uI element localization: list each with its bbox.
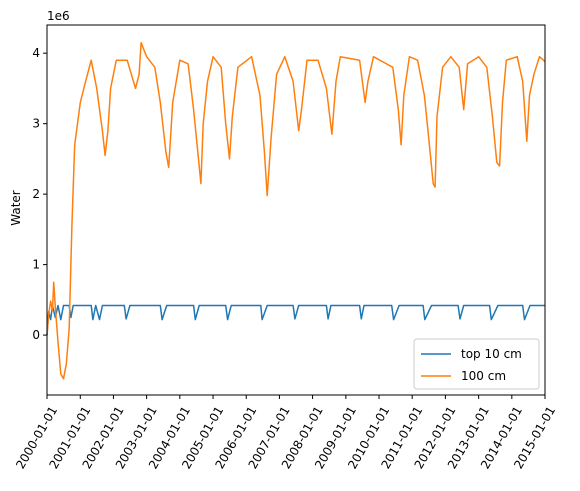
y-tick-label: 3 bbox=[32, 117, 40, 131]
y-axis: 0 1 2 3 4 bbox=[32, 46, 47, 342]
y-tick-label: 4 bbox=[32, 46, 40, 60]
legend-label-top-10-cm: top 10 cm bbox=[461, 347, 522, 361]
series-line-top-10-cm bbox=[46, 304, 545, 336]
plot-area bbox=[46, 24, 546, 396]
y-tick-label: 1 bbox=[32, 258, 40, 272]
legend-label-100-cm: 100 cm bbox=[461, 369, 506, 383]
y-tick-label: 0 bbox=[32, 328, 40, 342]
plot-frame bbox=[46, 24, 546, 396]
series-layer bbox=[46, 41, 546, 380]
x-axis: 2000-01-012001-01-012002-01-012003-01-01… bbox=[13, 395, 558, 471]
legend: top 10 cm 100 cm bbox=[413, 338, 540, 390]
y-axis-label: Water bbox=[9, 190, 23, 226]
series-line-100-cm bbox=[46, 41, 546, 380]
y-axis-offset-text: 1e6 bbox=[47, 9, 70, 23]
y-tick-label: 2 bbox=[32, 187, 40, 201]
